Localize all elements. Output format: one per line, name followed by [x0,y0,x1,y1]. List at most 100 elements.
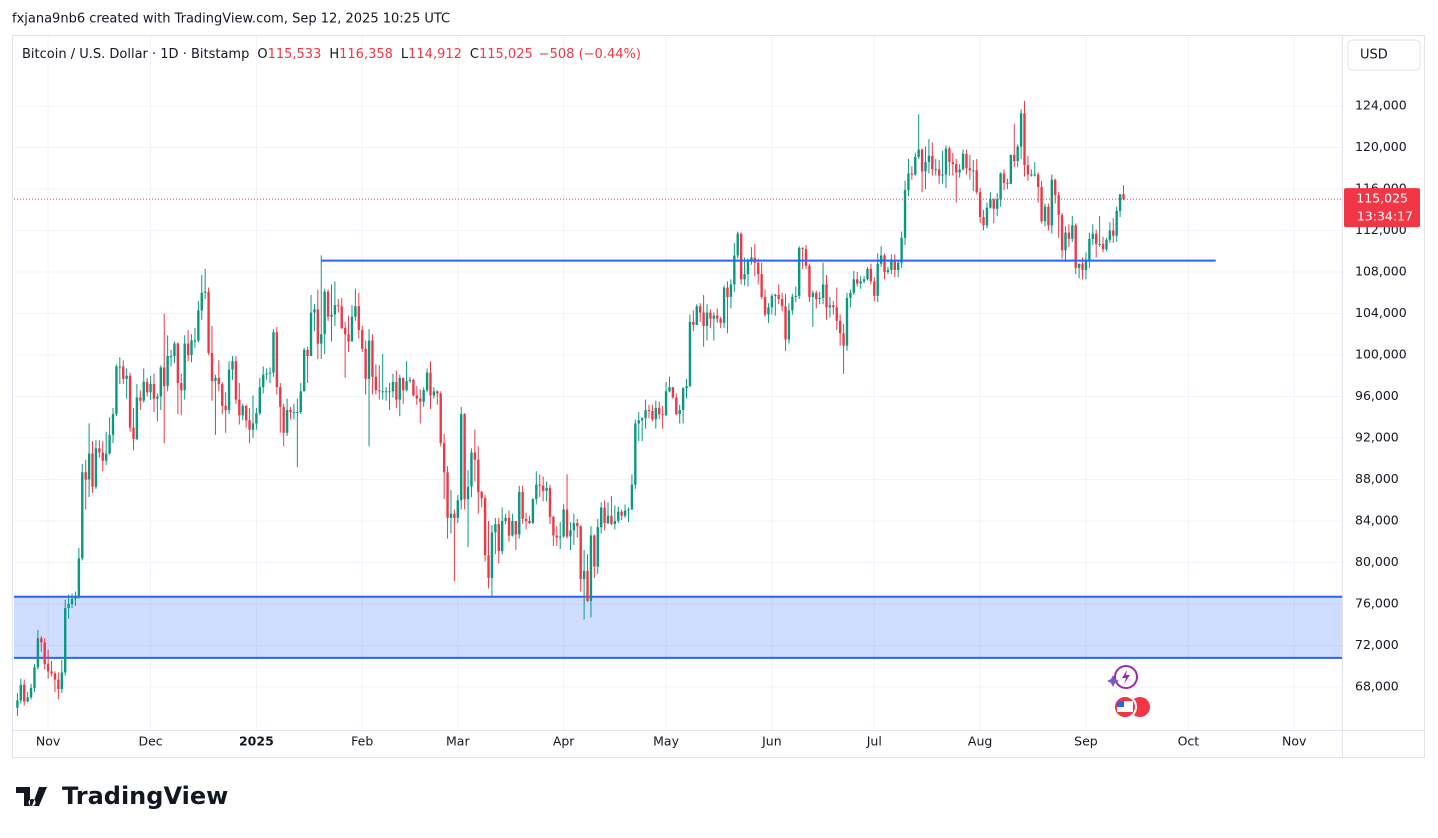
candle-body [350,316,354,342]
candle-body [1074,225,1077,268]
symbol-title: Bitcoin / U.S. Dollar · 1D · Bitstamp [22,47,249,62]
candle-body [924,162,927,172]
candle-body [203,291,207,293]
candle-body [832,305,835,308]
candle-body [77,558,81,597]
candle-body [57,679,60,690]
candle-body [627,509,630,511]
candle-body [1006,182,1009,184]
candle-body [528,520,531,524]
candle-body [951,162,955,165]
candle-body [101,452,104,461]
candle-body [999,173,1002,200]
candle-body [524,518,528,521]
candle-body [716,315,719,319]
ohlc-label: C [470,47,479,62]
candle-body [33,667,36,688]
candle-body [251,423,255,430]
candle-body [262,374,265,388]
candle-body [1067,232,1071,239]
candle-body [1105,239,1108,250]
candle-body [388,391,391,393]
candle-body [282,406,285,433]
candle-body [497,524,500,552]
candle-body [801,248,804,250]
candle-body [651,411,654,420]
candle-body [910,173,914,175]
candle-body [152,384,156,399]
x-tick-label: Jul [866,734,882,749]
candle-body [374,376,378,391]
candle-body [712,315,716,319]
candle-body [285,409,289,433]
candle-body [401,377,405,391]
candle-body [221,384,224,406]
candle-body [67,603,70,609]
currency-button[interactable] [1347,39,1421,71]
chart-frame [12,35,1425,758]
candle-body [122,366,125,379]
candle-body [193,340,197,342]
candle-body [739,233,743,280]
candle-body [941,174,944,176]
candle-body [630,484,634,510]
candle-body [545,487,548,491]
x-tick-label: Nov [36,734,61,749]
candle-body [292,412,296,414]
candle-body [1050,179,1054,226]
candle-body [965,153,968,169]
candle-body [763,296,767,315]
candle-body [582,570,586,580]
currency[interactable]: USD [1360,48,1388,63]
candle-body [115,366,118,415]
candle-body [23,684,26,702]
x-tick-label: May [653,734,679,749]
candles [16,100,1125,716]
candle-body [934,169,937,171]
ohlc-value: 115,533 [268,47,322,62]
candle-body [518,491,521,535]
candle-body [268,372,272,374]
candle-body [815,292,818,299]
candle-body [842,333,845,346]
candle-body [111,414,115,435]
candle-body [757,262,760,275]
candle-body [978,192,982,218]
candle-body [948,148,951,163]
candle-body [169,356,173,358]
candle-body [16,700,19,708]
logo-text: TradingView [62,782,228,810]
candle-body [862,279,866,282]
candle-body [818,297,821,299]
candle-body [320,334,323,344]
candle-body [463,414,466,500]
candle-body [746,261,750,275]
candle-body [395,381,398,400]
candle-body [613,520,617,525]
candle-body [664,391,668,416]
candle-body [214,377,217,381]
candle-body [183,343,186,391]
candle-body [811,292,815,297]
candle-body [511,520,514,536]
candle-body [825,284,828,308]
candle-body [559,536,562,538]
drawings [14,198,1342,262]
candle-body [289,409,292,413]
candle-body [869,268,873,282]
candle-body [961,153,965,170]
y-tick-label: 72,000 [1355,637,1399,652]
candle-body [26,697,29,702]
candle-body [166,356,169,387]
candle-body [658,407,661,415]
candle-body [1057,195,1060,215]
candle-body [217,377,221,385]
y-tick-label: 80,000 [1355,554,1399,569]
flag-canton [1117,701,1124,707]
candle-body [937,169,941,176]
candle-body [180,383,183,391]
candle-body [1026,165,1030,175]
candle-body [1084,259,1088,270]
candle-body [603,507,606,524]
